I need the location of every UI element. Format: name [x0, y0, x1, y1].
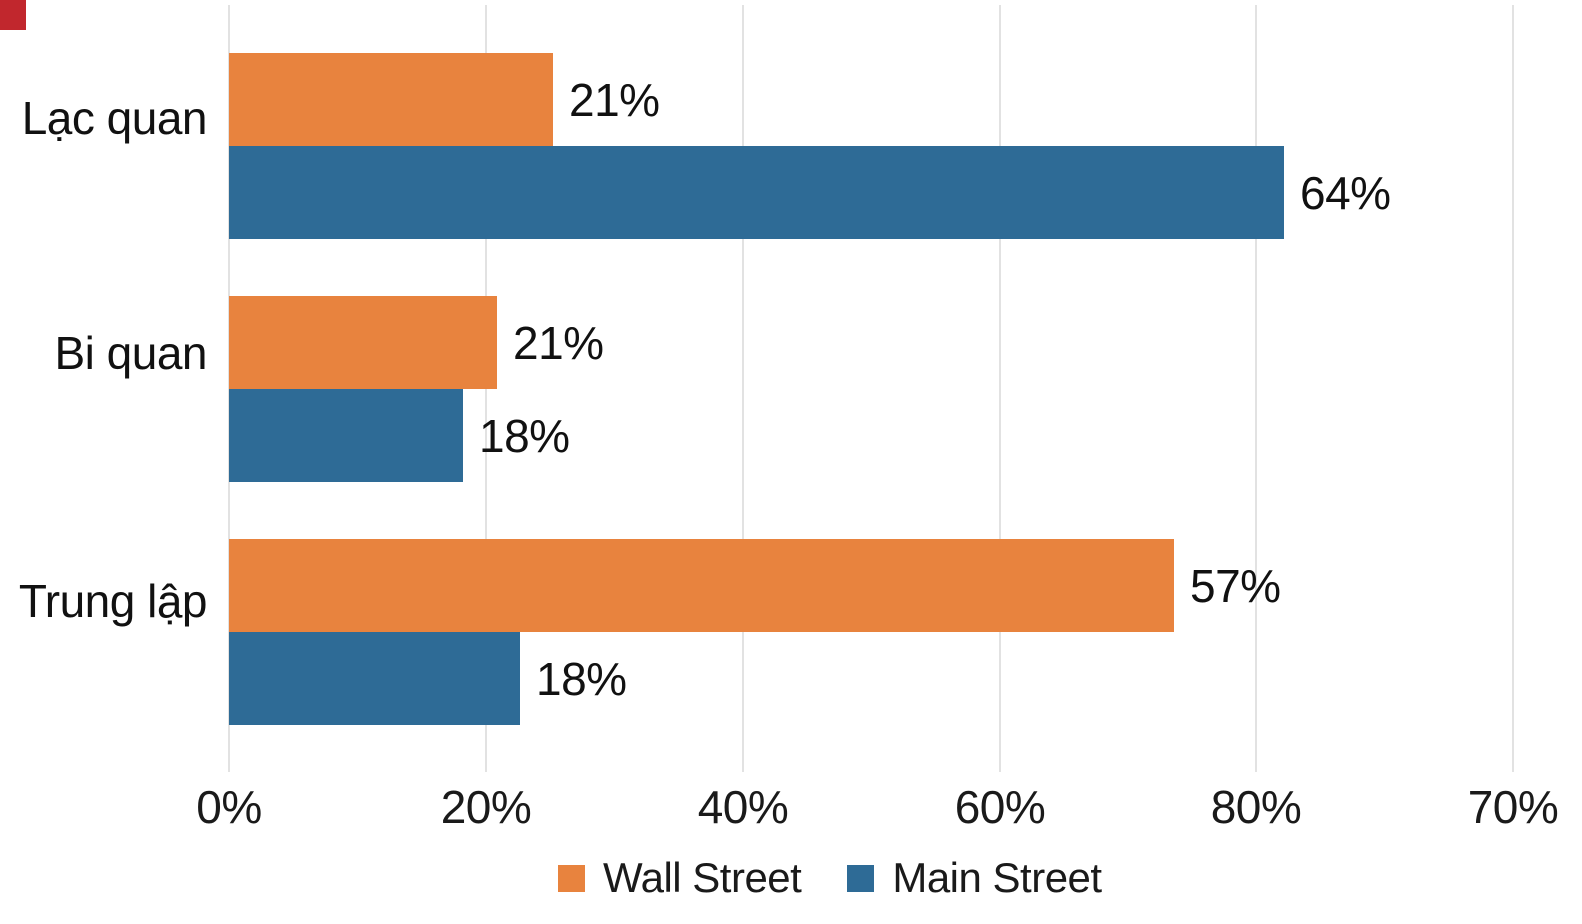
value-label-wall-street-l-c-quan: 21%	[569, 73, 660, 126]
value-label-wall-street-trung-l-p: 57%	[1190, 559, 1281, 612]
x-tick-80-: 80%	[1210, 781, 1302, 833]
legend-swatch-main-street	[847, 864, 875, 892]
x-tick-0-: 0%	[196, 781, 262, 833]
x-tick-70-: 70%	[1467, 781, 1559, 833]
legend-item-wall-street: Wall Street	[558, 854, 802, 902]
value-label-main-street-l-c-quan: 64%	[1300, 166, 1391, 219]
bar-wall-street-l-c-quan	[229, 53, 553, 146]
corner-marker	[0, 0, 26, 30]
legend-swatch-wall-street	[558, 864, 585, 892]
value-label-wall-street-bi-quan: 21%	[513, 316, 604, 369]
x-tick-20-: 20%	[440, 781, 532, 833]
bar-main-street-bi-quan	[229, 389, 463, 482]
category-label-trung-l-p: Trung lập	[18, 575, 208, 627]
legend: Wall Street Main Street	[558, 854, 1102, 902]
gridline	[1512, 5, 1514, 772]
bar-main-street-trung-l-p	[229, 632, 520, 725]
value-label-main-street-bi-quan: 18%	[479, 409, 570, 462]
value-label-main-street-trung-l-p: 18%	[536, 652, 627, 705]
legend-label-wall-street: Wall Street	[603, 854, 802, 901]
bar-main-street-l-c-quan	[229, 146, 1284, 239]
legend-item-main-street: Main Street	[847, 854, 1102, 902]
x-tick-60-: 60%	[954, 781, 1046, 833]
gridline	[742, 5, 744, 772]
category-label-l-c-quan: Lạc quan	[21, 92, 208, 144]
gridline	[1255, 5, 1257, 772]
bar-wall-street-trung-l-p	[229, 539, 1174, 632]
gridline	[999, 5, 1001, 772]
legend-label-main-street: Main Street	[892, 854, 1102, 901]
x-tick-40-: 40%	[697, 781, 789, 833]
category-label-bi-quan: Bi quan	[54, 327, 207, 379]
bar-wall-street-bi-quan	[229, 296, 497, 389]
